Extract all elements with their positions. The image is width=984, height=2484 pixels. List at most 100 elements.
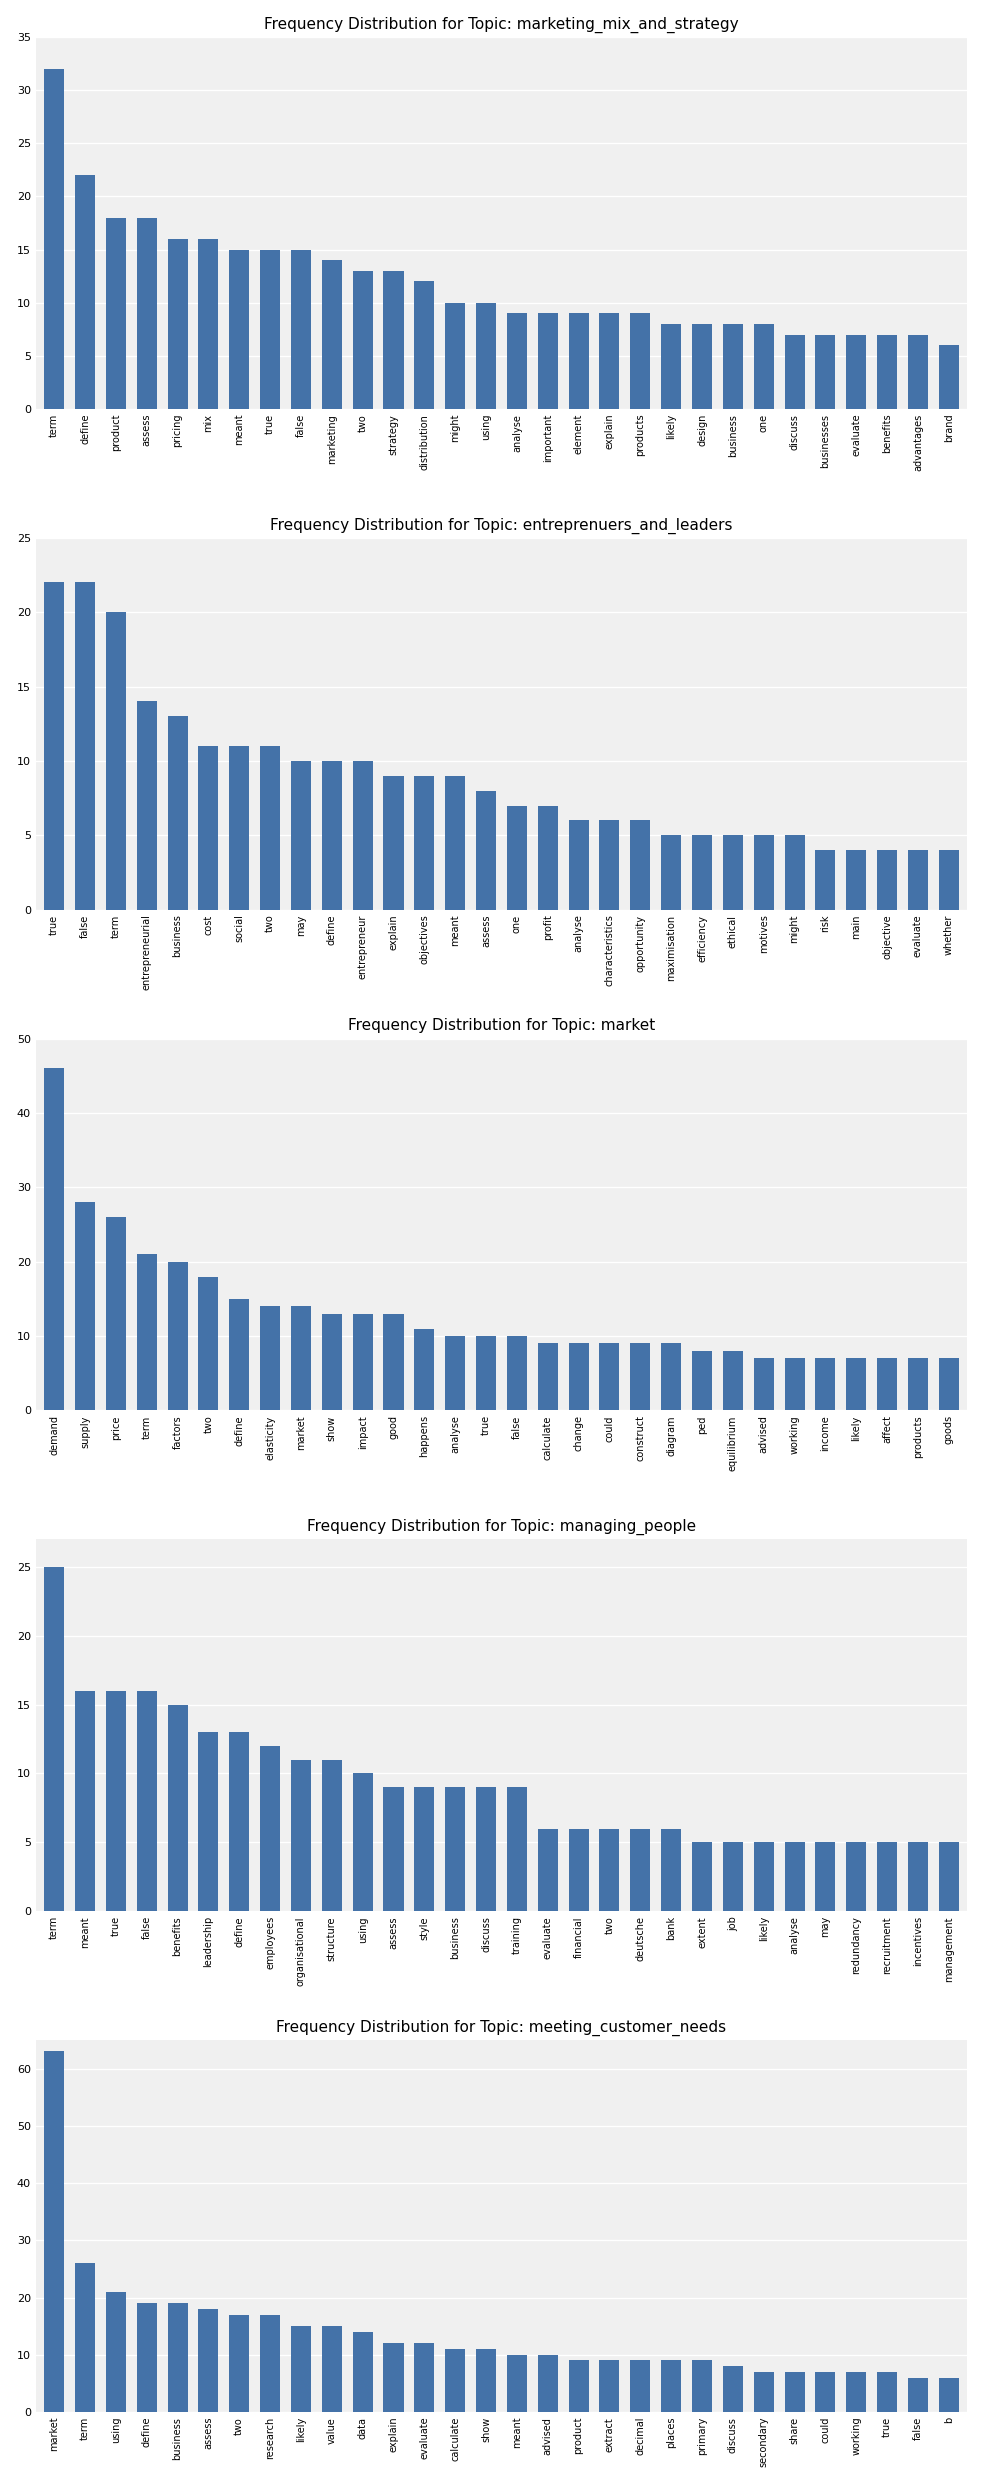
Bar xyxy=(476,303,496,410)
Bar xyxy=(476,790,496,909)
Bar xyxy=(445,1336,465,1411)
Bar xyxy=(877,335,897,410)
Bar xyxy=(260,745,280,909)
Bar xyxy=(816,1843,835,1910)
Bar xyxy=(167,715,188,909)
Title: Frequency Distribution for Topic: market: Frequency Distribution for Topic: market xyxy=(348,1018,655,1033)
Bar xyxy=(908,335,928,410)
Bar xyxy=(384,2342,403,2412)
Bar xyxy=(322,1759,341,1910)
Bar xyxy=(106,219,126,410)
Bar xyxy=(352,760,373,909)
Bar xyxy=(846,335,866,410)
Bar xyxy=(784,835,805,909)
Bar xyxy=(260,1307,280,1411)
Bar xyxy=(661,323,681,410)
Bar xyxy=(352,1774,373,1910)
Bar xyxy=(908,1843,928,1910)
Bar xyxy=(723,835,743,909)
Bar xyxy=(137,2303,156,2412)
Bar xyxy=(445,1786,465,1910)
Bar xyxy=(816,335,835,410)
Bar xyxy=(44,1068,64,1411)
Title: Frequency Distribution for Topic: meeting_customer_needs: Frequency Distribution for Topic: meetin… xyxy=(277,2019,726,2037)
Bar xyxy=(631,2360,650,2412)
Bar xyxy=(723,1351,743,1411)
Bar xyxy=(661,1828,681,1910)
Bar xyxy=(507,1786,527,1910)
Bar xyxy=(816,2372,835,2412)
Bar xyxy=(723,1843,743,1910)
Bar xyxy=(599,1344,620,1411)
Bar xyxy=(754,2372,773,2412)
Bar xyxy=(75,1202,95,1411)
Bar xyxy=(384,1786,403,1910)
Bar xyxy=(414,281,434,410)
Bar xyxy=(322,2325,341,2412)
Bar xyxy=(75,2263,95,2412)
Bar xyxy=(846,1843,866,1910)
Bar xyxy=(692,2360,712,2412)
Bar xyxy=(507,805,527,909)
Bar xyxy=(229,1299,249,1411)
Bar xyxy=(106,611,126,909)
Bar xyxy=(631,820,650,909)
Bar xyxy=(260,248,280,410)
Bar xyxy=(229,248,249,410)
Bar xyxy=(414,2342,434,2412)
Bar xyxy=(846,850,866,909)
Bar xyxy=(661,835,681,909)
Bar xyxy=(199,745,218,909)
Bar xyxy=(167,1704,188,1910)
Bar xyxy=(877,850,897,909)
Bar xyxy=(754,1843,773,1910)
Bar xyxy=(445,303,465,410)
Bar xyxy=(137,700,156,909)
Bar xyxy=(291,760,311,909)
Bar xyxy=(137,1254,156,1411)
Bar xyxy=(569,2360,588,2412)
Bar xyxy=(260,2315,280,2412)
Bar xyxy=(106,1692,126,1910)
Bar xyxy=(816,1359,835,1411)
Bar xyxy=(137,1692,156,1910)
Bar xyxy=(569,1344,588,1411)
Bar xyxy=(816,850,835,909)
Bar xyxy=(537,313,558,410)
Bar xyxy=(877,2372,897,2412)
Bar xyxy=(939,1843,958,1910)
Bar xyxy=(384,1314,403,1411)
Bar xyxy=(908,2377,928,2412)
Bar xyxy=(661,2360,681,2412)
Bar xyxy=(784,1359,805,1411)
Bar xyxy=(229,1731,249,1910)
Bar xyxy=(322,760,341,909)
Bar xyxy=(167,1262,188,1411)
Bar xyxy=(291,2325,311,2412)
Bar xyxy=(599,313,620,410)
Bar xyxy=(692,835,712,909)
Bar xyxy=(260,1746,280,1910)
Bar xyxy=(599,1828,620,1910)
Bar xyxy=(507,313,527,410)
Bar xyxy=(723,2367,743,2412)
Bar xyxy=(445,775,465,909)
Bar xyxy=(75,581,95,909)
Bar xyxy=(507,2355,527,2412)
Bar xyxy=(661,1344,681,1411)
Bar xyxy=(599,2360,620,2412)
Bar xyxy=(44,70,64,410)
Bar xyxy=(384,775,403,909)
Bar xyxy=(352,1314,373,1411)
Bar xyxy=(877,1843,897,1910)
Bar xyxy=(199,238,218,410)
Bar xyxy=(229,745,249,909)
Bar xyxy=(476,1336,496,1411)
Bar xyxy=(476,2350,496,2412)
Bar xyxy=(939,345,958,410)
Bar xyxy=(784,2372,805,2412)
Bar xyxy=(291,1307,311,1411)
Bar xyxy=(692,323,712,410)
Bar xyxy=(754,323,773,410)
Bar xyxy=(414,1786,434,1910)
